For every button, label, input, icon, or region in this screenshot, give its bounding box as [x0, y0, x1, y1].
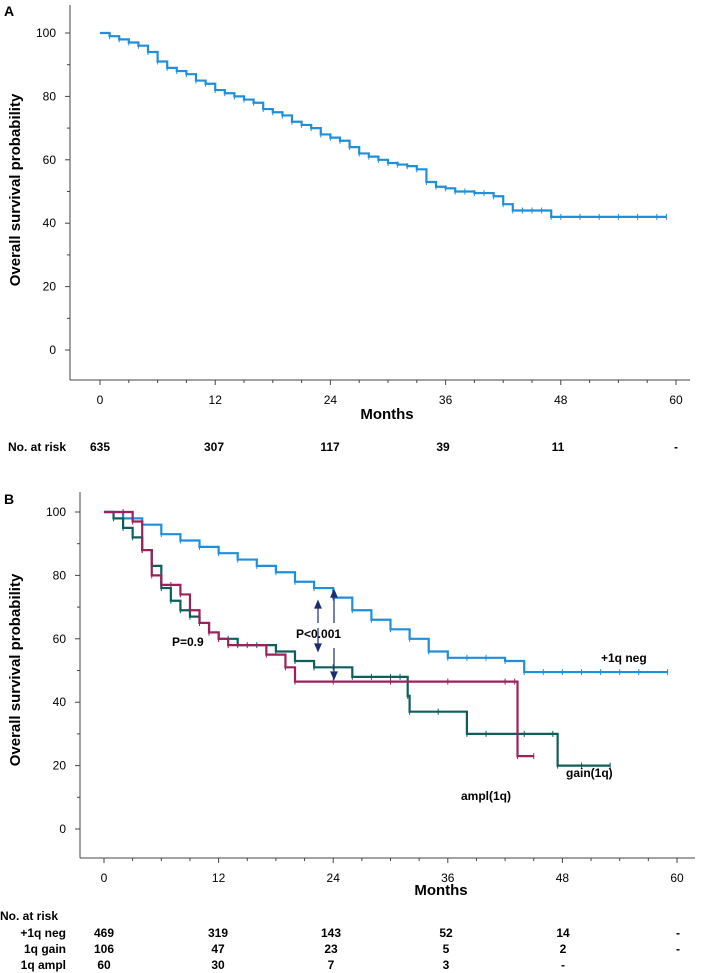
risk-row-label: +1q neg — [20, 926, 66, 940]
x-tick-label: 0 — [101, 871, 108, 885]
x-tick-label: 48 — [554, 393, 568, 407]
risk-value: 5 — [443, 942, 450, 956]
arrowhead-up-right — [330, 588, 338, 598]
risk-value: 39 — [436, 440, 450, 454]
y-tick-label: 100 — [46, 505, 66, 519]
panel-b-label: B — [4, 491, 14, 507]
panel-b-curves — [104, 509, 668, 769]
legend-label-ampl: ampl(1q) — [461, 789, 511, 803]
risk-value: - — [676, 926, 680, 940]
risk-value: 106 — [94, 942, 114, 956]
x-tick-label: 60 — [670, 871, 684, 885]
p-value-gain-vs-ampl: P=0.9 — [172, 635, 204, 649]
survival-curve-b-2 — [104, 510, 534, 758]
risk-value: 7 — [328, 958, 335, 972]
panel-a-x-label: Months — [360, 406, 413, 423]
risk-value: 14 — [556, 926, 570, 940]
legend-label-neg: +1q neg — [601, 651, 647, 665]
x-tick-label: 12 — [209, 393, 223, 407]
risk-value: 319 — [208, 926, 228, 940]
y-tick-label: 40 — [43, 216, 57, 230]
panel-a-axes: 0 20 40 60 80 100 0 12 24 36 48 60 — [36, 5, 690, 407]
panel-a-risk-header: No. at risk — [8, 440, 66, 454]
y-tick-label: 80 — [43, 89, 57, 103]
panel-a-risk-table: 635 307 117 39 11 - — [90, 440, 678, 454]
risk-value: 3 — [443, 958, 450, 972]
risk-value: 60 — [97, 958, 111, 972]
x-tick-label: 12 — [212, 871, 226, 885]
x-tick-label: 24 — [327, 871, 341, 885]
risk-value: 11 — [552, 440, 565, 454]
panel-b-risk-table: +1q neg 469 319 143 52 14 -1q gain 106 47 23 5 2 -1q… — [20, 926, 680, 972]
survival-curve-b-0 — [104, 510, 668, 674]
risk-value: 23 — [324, 942, 338, 956]
x-tick-label: 36 — [441, 871, 455, 885]
risk-value: 307 — [204, 440, 224, 454]
x-tick-label: 0 — [97, 393, 104, 407]
survival-curve-a-0 — [100, 31, 667, 218]
legend-label-gain: gain(1q) — [566, 766, 613, 780]
panel-a-label: A — [4, 3, 14, 19]
y-tick-label: 0 — [59, 822, 66, 836]
panel-b-y-label: Overall survival probability — [7, 573, 24, 766]
y-tick-label: 60 — [53, 632, 67, 646]
risk-value: 143 — [321, 926, 341, 940]
arrowhead-up-left — [314, 599, 322, 609]
risk-value: - — [676, 942, 680, 956]
y-tick-label: 0 — [49, 343, 56, 357]
y-tick-label: 40 — [53, 695, 67, 709]
y-tick-label: 20 — [43, 280, 57, 294]
x-tick-label: 24 — [324, 393, 338, 407]
risk-value: 52 — [439, 926, 453, 940]
panel-a-y-label: Overall survival probability — [7, 93, 24, 286]
arrowhead-down-right — [330, 671, 338, 681]
panel-a: A Overall survival probability 0 20 40 60 80… — [4, 3, 690, 454]
y-tick-label: 20 — [53, 759, 67, 773]
panel-b-axes: 0 20 40 60 80 100 0 12 24 36 48 60 — [46, 492, 695, 885]
risk-row-label: 1q gain — [24, 942, 66, 956]
y-tick-label: 80 — [53, 568, 67, 582]
risk-value: 635 — [90, 440, 110, 454]
panel-a-curves — [100, 31, 667, 220]
panel-b: B Overall survival probability 020406080… — [0, 491, 695, 972]
panel-b-x-label: Months — [414, 882, 467, 899]
risk-value: 30 — [211, 958, 225, 972]
p-value-vs-neg: P<0.001 — [296, 627, 341, 641]
arrowhead-down-left — [314, 643, 322, 653]
risk-value: 117 — [320, 440, 340, 454]
risk-value: - — [674, 440, 678, 454]
x-tick-label: 48 — [556, 871, 570, 885]
x-tick-label: 60 — [669, 393, 683, 407]
risk-value: 47 — [211, 942, 225, 956]
risk-value: - — [561, 958, 565, 972]
risk-row-label: 1q ampl — [21, 958, 66, 972]
y-tick-label: 60 — [43, 153, 57, 167]
y-tick-label: 100 — [36, 26, 56, 40]
risk-value: 469 — [94, 926, 114, 940]
risk-value: 2 — [560, 942, 567, 956]
comparison-arrows — [314, 588, 338, 681]
panel-b-risk-header: No. at risk — [0, 909, 58, 923]
x-tick-label: 36 — [439, 393, 453, 407]
